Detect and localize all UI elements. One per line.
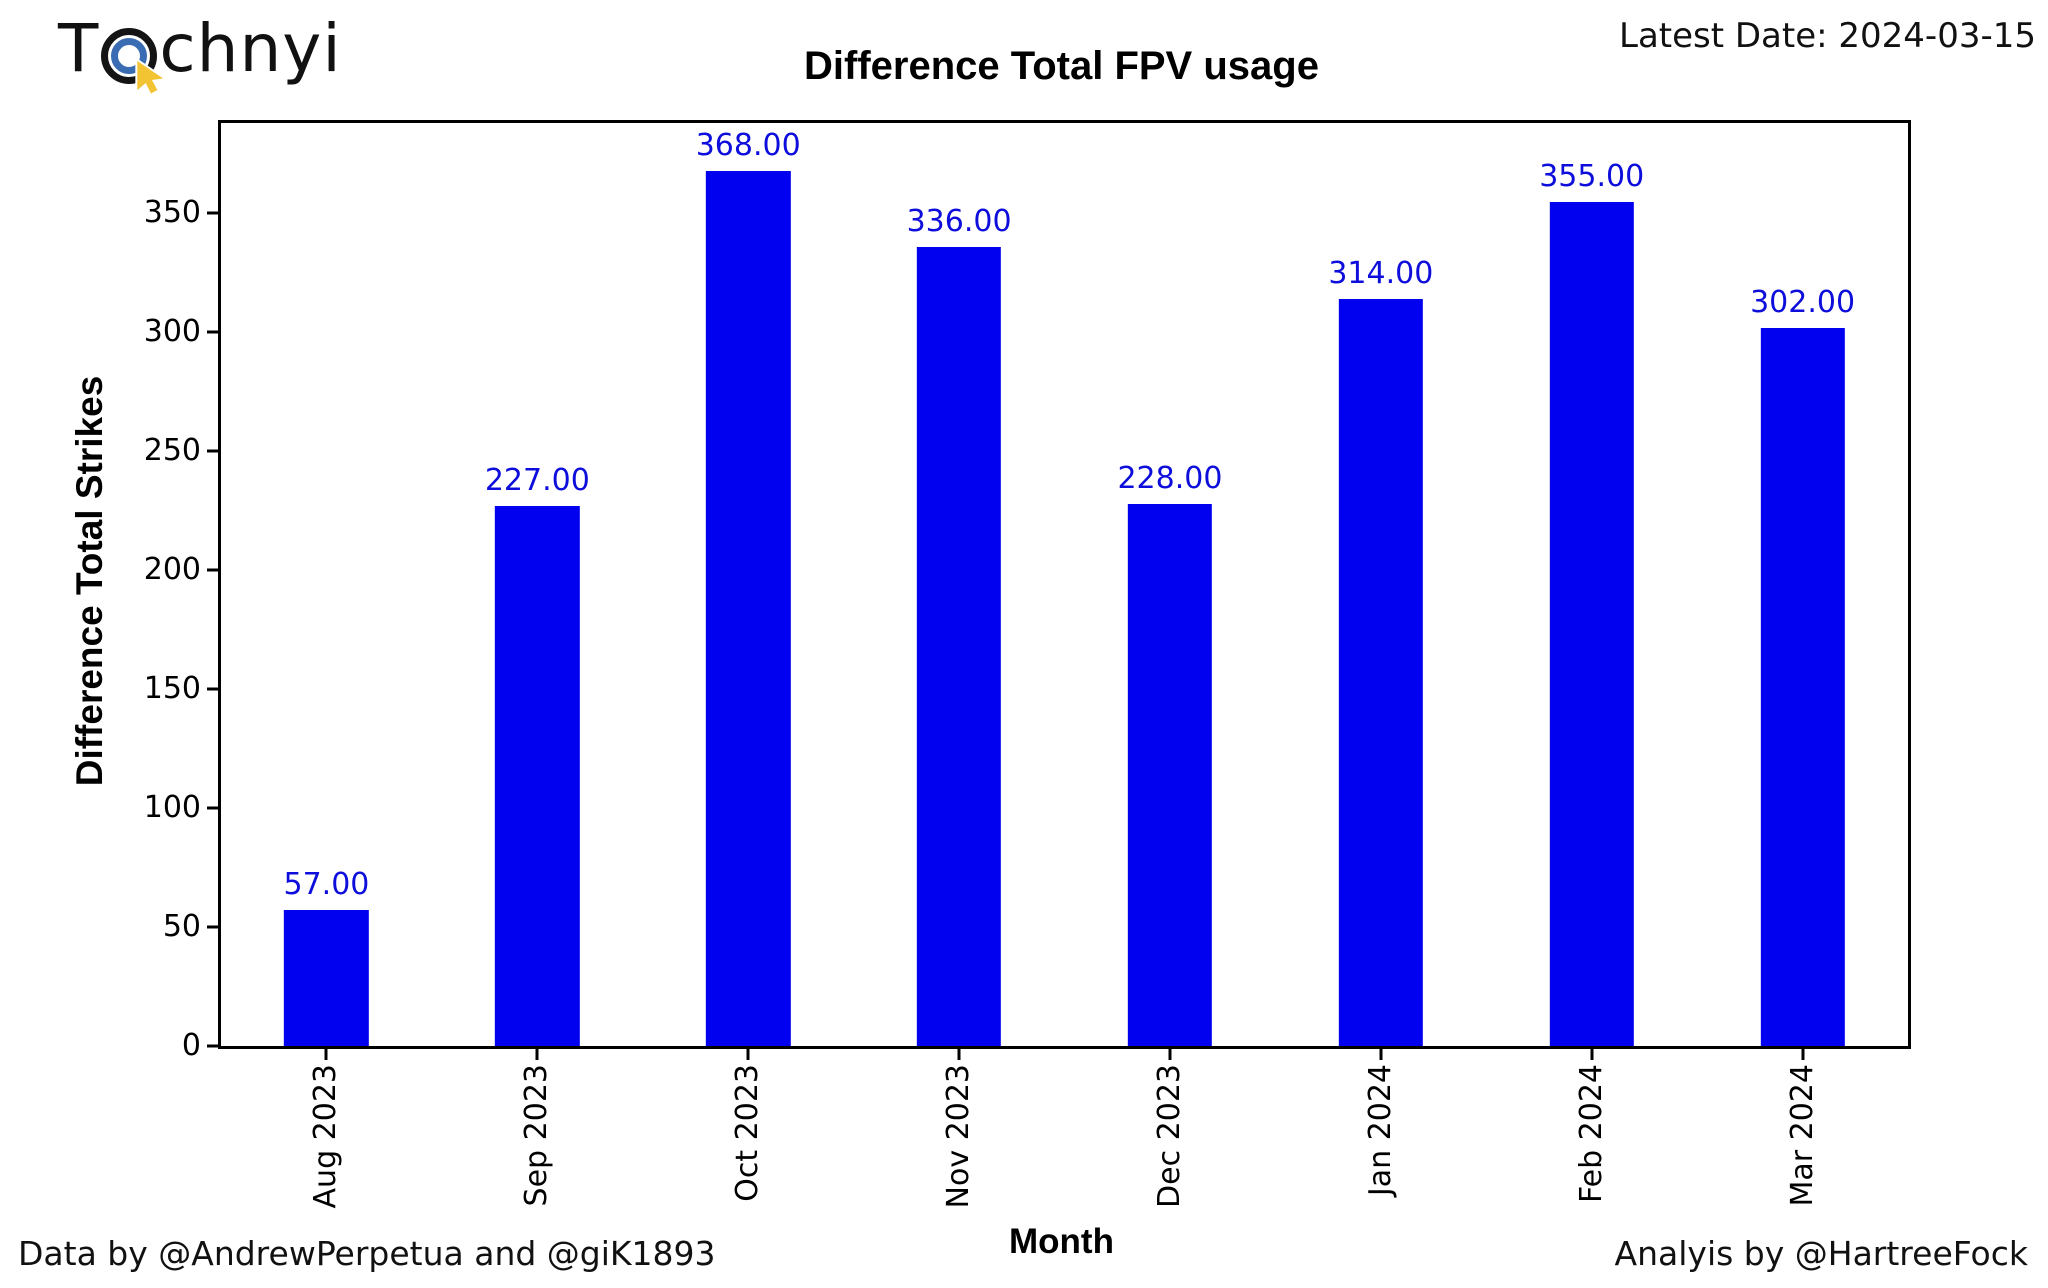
- brand-logo: T chnyi: [58, 10, 342, 96]
- x-tick-label: Sep 2023: [519, 1064, 555, 1207]
- bar-value-label: 227.00: [484, 463, 590, 498]
- bar: [1127, 503, 1213, 1046]
- x-tick-mark: [324, 1046, 328, 1060]
- bar-column: 355.00 Feb 2024: [1486, 123, 1697, 1203]
- bar-value-label: 314.00: [1328, 256, 1434, 292]
- chart-title: Difference Total FPV usage: [804, 44, 1319, 88]
- y-tick-mark: [207, 330, 221, 334]
- bar-column: 227.00 Sep 2023: [432, 123, 643, 1206]
- bar: [706, 170, 791, 1046]
- y-tick-mark: [207, 449, 221, 453]
- bar: [284, 910, 369, 1046]
- bar: [495, 506, 580, 1046]
- bar-column: 368.00 Oct 2023: [643, 123, 854, 1202]
- logo-text-suffix: chnyi: [159, 10, 342, 87]
- bar-column: 302.00 Mar 2024: [1697, 123, 1908, 1207]
- target-cursor-icon: [101, 28, 166, 96]
- y-tick-mark: [207, 687, 221, 691]
- x-tick-mark: [957, 1046, 961, 1060]
- y-tick-mark: [207, 806, 221, 810]
- bars-container: 57.00 Aug 2023 227.00 Sep 2023 368.00 Oct 202…: [221, 123, 1908, 1209]
- x-tick-label: Jan 2024: [1362, 1064, 1398, 1197]
- plot-area: 57.00 Aug 2023 227.00 Sep 2023 368.00 Oct 202…: [144, 120, 1911, 1209]
- y-tick-mark: [207, 1044, 221, 1048]
- bar-column: 336.00 Nov 2023: [854, 123, 1065, 1209]
- target-inner-ring: [111, 38, 148, 74]
- bar-value-label: 355.00: [1539, 158, 1645, 194]
- x-tick-label: Dec 2023: [1151, 1064, 1187, 1208]
- x-tick-mark: [746, 1046, 750, 1060]
- bar-column: 228.00 Dec 2023: [1065, 123, 1276, 1208]
- bar: [1760, 327, 1845, 1046]
- x-tick-label: Mar 2024: [1784, 1064, 1820, 1207]
- x-tick-mark: [535, 1046, 539, 1060]
- x-tick-label: Oct 2023: [730, 1064, 766, 1202]
- y-axis-label: Difference Total Strikes: [69, 375, 110, 787]
- bar: [1549, 201, 1634, 1046]
- data-credit: Data by @AndrewPerpetua and @giK1893: [18, 1234, 716, 1273]
- x-tick-label: Nov 2023: [941, 1064, 977, 1209]
- x-tick-mark: [1168, 1046, 1172, 1060]
- bar-value-label: 368.00: [695, 127, 801, 163]
- latest-date-label: Latest Date: 2024-03-15: [1619, 16, 2036, 56]
- target-outer-ring: [101, 28, 158, 84]
- x-tick-label: Feb 2024: [1573, 1064, 1609, 1203]
- x-tick-mark: [1379, 1046, 1383, 1060]
- y-tick-mark: [207, 211, 221, 215]
- y-tick-mark: [207, 568, 221, 572]
- x-tick-label: Aug 2023: [308, 1064, 344, 1209]
- bar-value-label: 336.00: [906, 203, 1012, 239]
- cursor-arrow-icon: [135, 59, 166, 96]
- analysis-credit: Analyis by @HartreeFock: [1614, 1234, 2028, 1273]
- bar: [1338, 299, 1423, 1046]
- bar-column: 314.00 Jan 2024: [1275, 123, 1486, 1196]
- bar-column: 57.00 Aug 2023: [221, 123, 432, 1208]
- bar-value-label: 228.00: [1117, 460, 1223, 496]
- x-tick-mark: [1801, 1046, 1805, 1060]
- x-tick-mark: [1590, 1046, 1594, 1060]
- bar-value-label: 302.00: [1750, 284, 1856, 320]
- y-tick-mark: [207, 925, 221, 929]
- bar: [916, 246, 1002, 1046]
- bar-value-label: 57.00: [283, 867, 370, 903]
- x-axis-label: Month: [1009, 1222, 1114, 1261]
- logo-text-prefix: T: [58, 10, 100, 87]
